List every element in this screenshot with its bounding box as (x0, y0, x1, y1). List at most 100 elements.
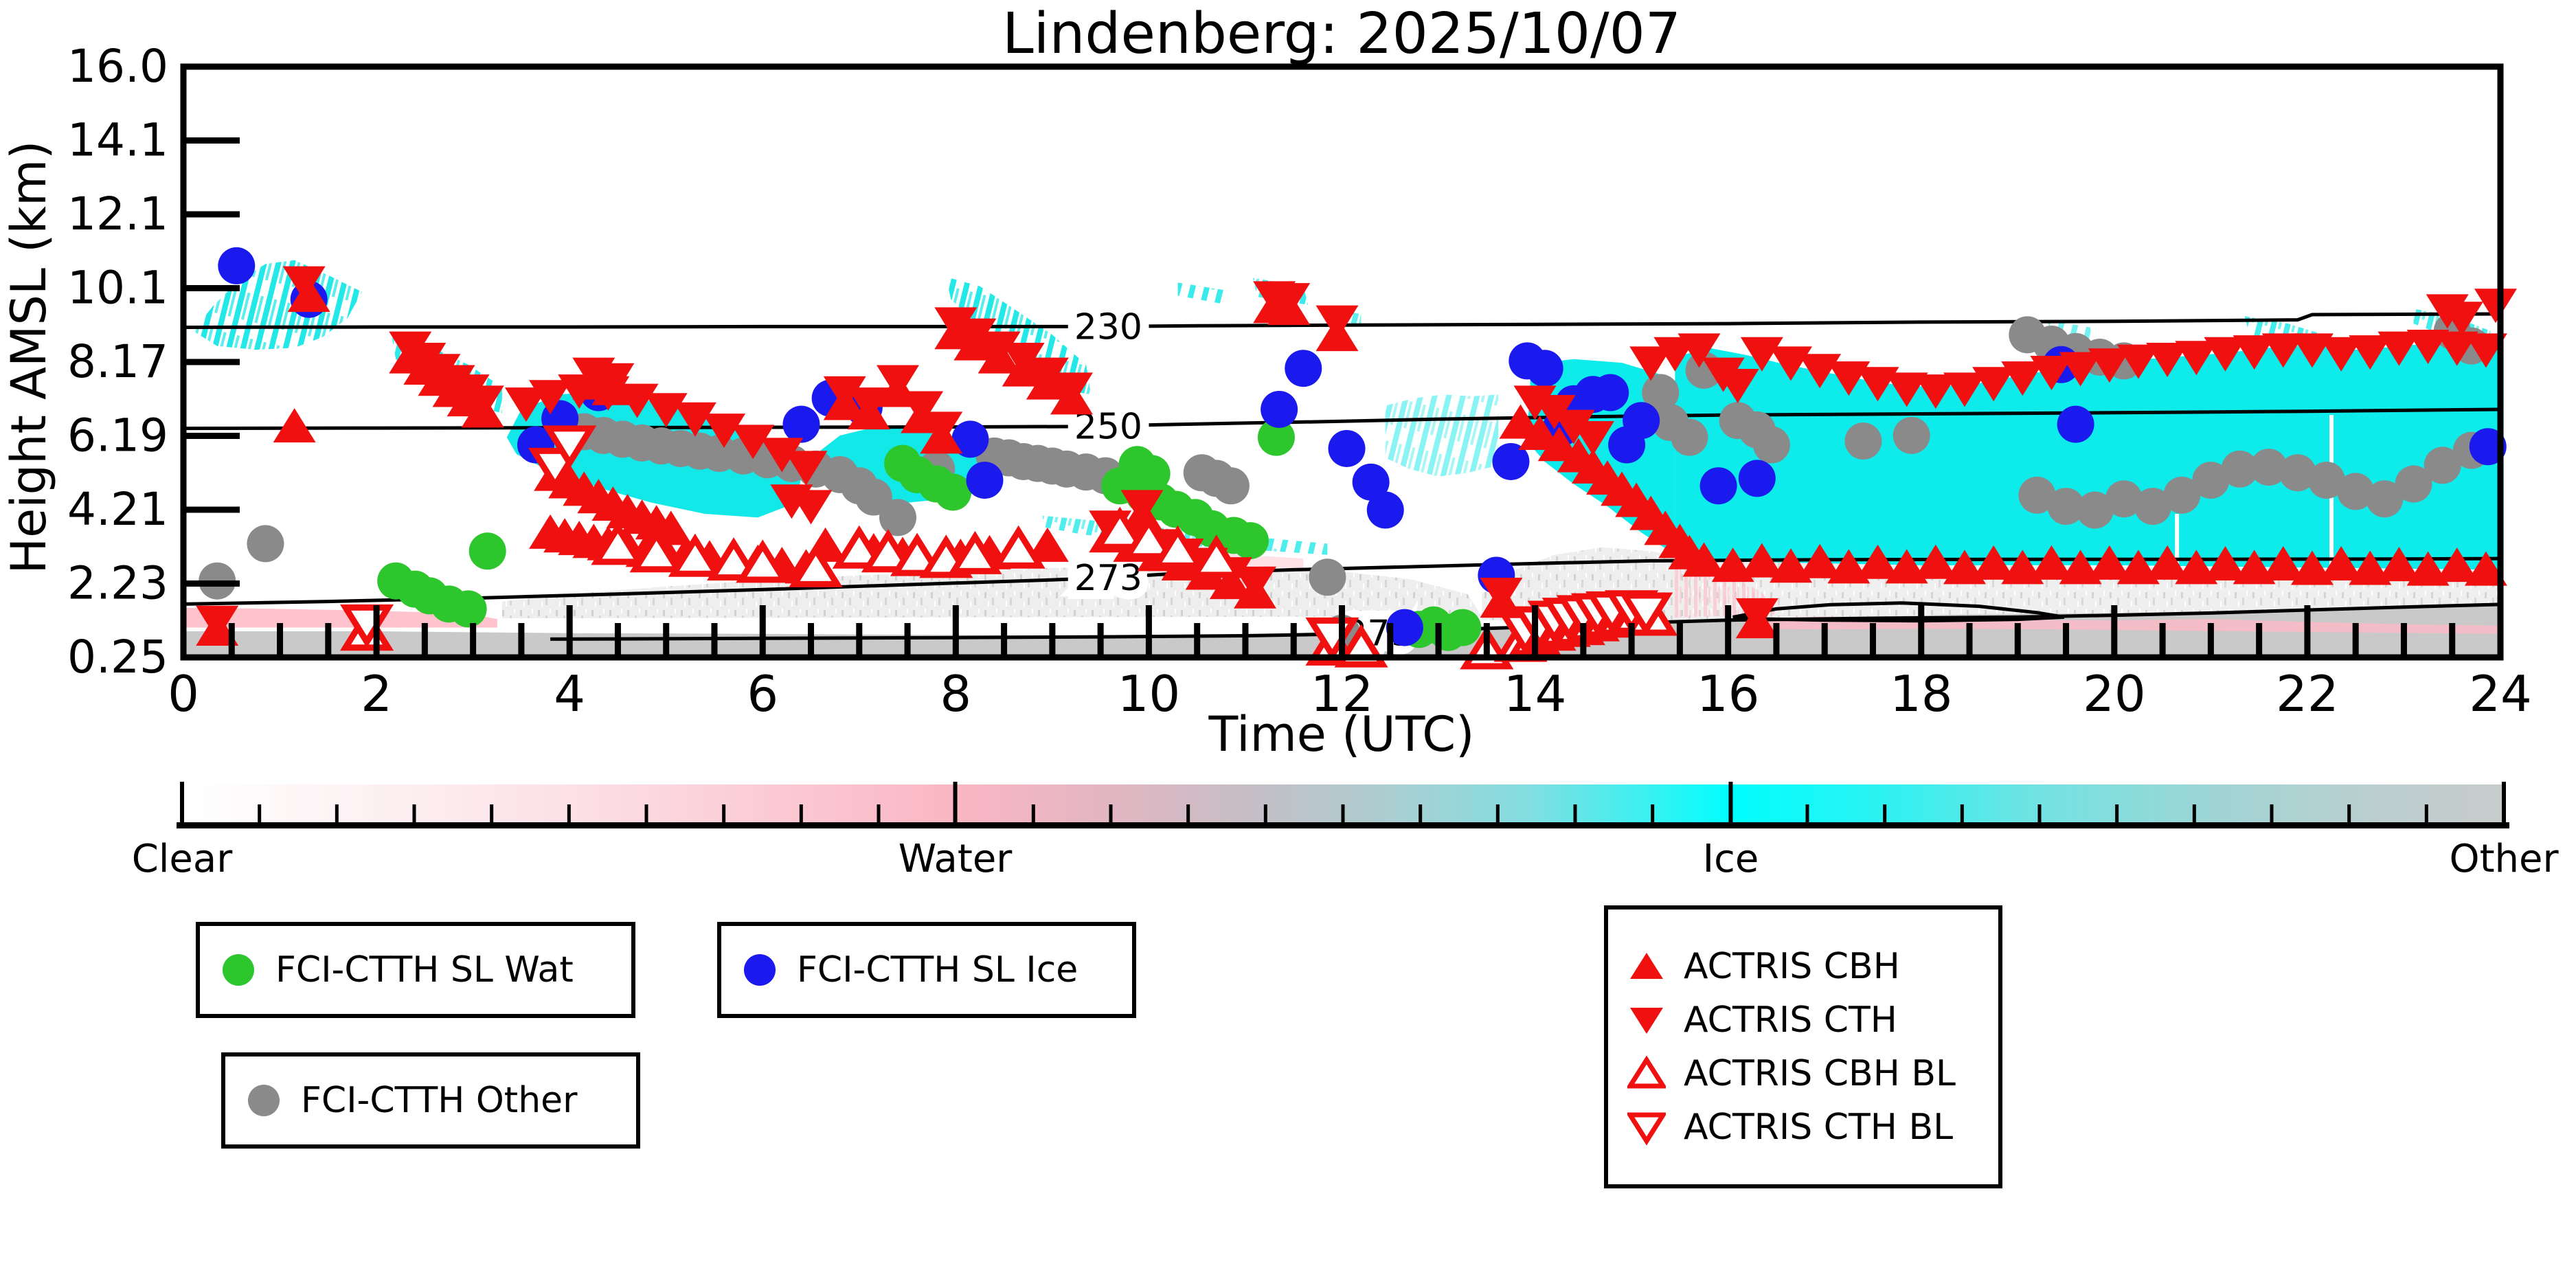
x-tick-label: 18 (1890, 665, 1953, 723)
marker-triangle-up-open (948, 530, 1002, 574)
marker-triangle-down-open (1619, 592, 1673, 636)
colorbar-label-water: Water (898, 837, 1013, 881)
marker-triangle-down (901, 391, 944, 426)
marker-triangle-up-open (591, 521, 645, 565)
marker-triangle-up-open (1122, 516, 1176, 560)
region-ice (1177, 282, 1224, 304)
marker-triangle-up (2233, 550, 2276, 585)
marker-triangle-down (1629, 346, 1673, 381)
marker-triangle-down (1267, 283, 1311, 318)
marker-triangle-up (287, 278, 330, 313)
marker-triangle-down (282, 266, 326, 301)
classification-colorbar (177, 782, 2509, 828)
marker-triangle-down (461, 385, 504, 420)
colorbar-label-other: Other (2449, 837, 2559, 881)
marker-triangle-down (673, 402, 716, 437)
circle-marker-icon (223, 954, 254, 986)
x-tick-label: 0 (168, 665, 199, 723)
isotherm-label-273: 273 (1074, 558, 1142, 599)
triangle-up-marker-icon (1630, 953, 1663, 979)
scatter-series (196, 247, 2517, 670)
marker-triangle-down (1914, 374, 1957, 409)
marker-circle (2250, 449, 2287, 486)
x-tick-label: 24 (2469, 665, 2532, 723)
marker-circle (2395, 465, 2432, 503)
marker-triangle-up (2175, 550, 2218, 585)
marker-circle (1352, 463, 1390, 501)
marker-circle (1752, 426, 1790, 464)
marker-triangle-down (2088, 348, 2131, 383)
marker-triangle-up (2435, 547, 2478, 583)
marker-triangle-down (2406, 329, 2450, 364)
marker-circle (934, 473, 972, 511)
x-tick-label: 8 (940, 665, 971, 723)
x-axis-label: Time (UTC) (1208, 706, 1475, 762)
marker-triangle-down (703, 414, 746, 449)
marker-circle (2221, 450, 2259, 488)
marker-triangle-down (591, 363, 635, 398)
marker-triangle-down (196, 605, 239, 640)
marker-circle (855, 478, 892, 516)
marker-triangle-up (2146, 545, 2189, 580)
marker-triangle-up (2464, 551, 2507, 586)
marker-circle (1623, 402, 1660, 440)
colorbar-label-clear: Clear (131, 837, 233, 881)
legend-actris: ACTRIS CBH ACTRIS CTH ACTRIS CBH BL ACTRIS … (1604, 905, 2002, 1188)
marker-triangle-down (1120, 490, 1164, 525)
marker-circle (1592, 374, 1629, 411)
marker-circle (782, 405, 820, 443)
x-tick-label: 6 (747, 665, 778, 723)
x-tick-label: 16 (1697, 665, 1760, 723)
marker-triangle-up (2204, 545, 2247, 580)
isotherm-label-230: 230 (1074, 306, 1142, 348)
marker-circle (2134, 488, 2172, 526)
y-tick-label: 4.21 (67, 483, 168, 536)
marker-circle (966, 462, 1004, 499)
marker-triangle-up-open (668, 533, 722, 577)
marker-circle (2018, 476, 2056, 514)
marker-circle (2057, 405, 2094, 443)
axes-frame-and-ticks: 16.014.112.110.18.176.194.212.230.250 2 4 6… (67, 40, 2532, 723)
marker-triangle-down (504, 387, 547, 422)
marker-circle (1386, 609, 1423, 646)
marker-triangle-up (1798, 543, 1842, 578)
legend-label: ACTRIS CTH BL (1684, 1107, 1954, 1148)
marker-triangle-up-open (832, 525, 886, 569)
legend-row: FCI-CTTH SL Wat (200, 926, 631, 1014)
marker-circle (1261, 390, 1298, 428)
marker-circle (2163, 476, 2201, 514)
circle-marker-icon (744, 954, 776, 986)
marker-circle (1212, 467, 1250, 505)
marker-triangle-down (2440, 302, 2483, 337)
marker-triangle-up (2320, 545, 2363, 580)
marker-circle (1893, 416, 1930, 454)
region-ice (1385, 394, 1499, 477)
marker-triangle-down (2377, 331, 2421, 366)
legend-row: ACTRIS CBH BL (1608, 1053, 1998, 1094)
marker-triangle-down (877, 365, 920, 400)
marker-triangle-down (2175, 341, 2218, 376)
series-actris-cth (196, 266, 2517, 640)
marker-triangle-down (644, 393, 688, 428)
marker-triangle-down (953, 318, 997, 353)
marker-triangle-up-open (861, 529, 916, 573)
marker-triangle-down (1885, 372, 1928, 407)
marker-triangle-up-open (1093, 506, 1147, 550)
marker-circle (2076, 491, 2114, 529)
y-tick-label: 10.1 (67, 262, 168, 315)
marker-triangle-up-open (991, 525, 1046, 569)
legend-label: FCI-CTTH SL Wat (275, 949, 574, 991)
marker-triangle-up (2088, 545, 2131, 580)
x-tick-label: 22 (2276, 665, 2339, 723)
marker-triangle-up (2406, 551, 2450, 586)
series-actris-cth-bl (339, 425, 1673, 661)
region-ice (1675, 340, 2500, 570)
marker-triangle-up (2030, 545, 2073, 580)
marker-triangle-down-open (543, 425, 597, 469)
plot-frame (180, 63, 2504, 661)
marker-triangle-up-open (1189, 534, 1243, 578)
marker-triangle-down (1943, 372, 1986, 407)
marker-triangle-up (1682, 542, 1726, 577)
legend-row: FCI-CTTH Other (225, 1057, 636, 1144)
marker-triangle-down (2001, 361, 2044, 396)
